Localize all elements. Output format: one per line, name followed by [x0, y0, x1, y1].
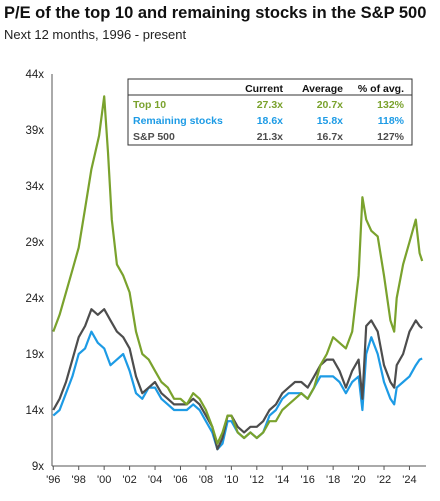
y-tick-label: 34x	[25, 181, 44, 193]
x-tick-label: '00	[97, 474, 111, 486]
x-tick-label: '16	[301, 474, 315, 486]
axes	[51, 74, 426, 467]
row-remaining-average: 15.8x	[317, 115, 343, 127]
x-tick-label: '08	[199, 474, 213, 486]
row-remaining-current: 18.6x	[257, 115, 283, 127]
x-tick-label: '04	[148, 474, 162, 486]
y-tick-label: 14x	[25, 405, 44, 417]
x-tick-label: '20	[351, 474, 365, 486]
x-axis-ticks: '96 '98 '00 '02 '04 '06 '08 '10 '12 '14 '16 '18 '20 '…	[46, 466, 417, 486]
legend-table: Current Average % of avg. Top 10 27.3x 2…	[127, 78, 413, 146]
y-tick-label: 29x	[25, 237, 44, 249]
col-current-header: Current	[245, 83, 283, 95]
col-pct-header: % of avg.	[358, 83, 404, 95]
chart-title: P/E of the top 10 and remaining stocks i…	[4, 4, 427, 22]
x-tick-label: '06	[173, 474, 187, 486]
x-tick-label: '96	[46, 474, 60, 486]
row-sp500-label: S&P 500	[133, 131, 175, 143]
x-tick-label: '98	[72, 474, 86, 486]
y-tick-label: 24x	[25, 293, 44, 305]
row-top10-average: 20.7x	[317, 99, 343, 111]
series-line-top10	[52, 95, 424, 445]
row-top10-current: 27.3x	[257, 99, 283, 111]
row-sp500-current: 21.3x	[257, 131, 283, 143]
x-tick-label: '14	[275, 474, 289, 486]
row-top10-pct: 132%	[377, 99, 405, 111]
x-tick-label: '18	[326, 474, 340, 486]
row-sp500-pct: 127%	[377, 131, 405, 143]
chart-subtitle: Next 12 months, 1996 - present	[4, 27, 187, 42]
series-line-sp500	[52, 308, 423, 451]
y-tick-label: 9x	[32, 461, 44, 473]
legend-table-frame	[127, 78, 413, 146]
y-tick-label: 44x	[25, 69, 44, 81]
series-lines	[52, 95, 424, 451]
row-remaining-label: Remaining stocks	[133, 115, 223, 127]
row-top10-label: Top 10	[133, 99, 166, 111]
y-tick-label: 39x	[25, 125, 44, 137]
x-tick-label: '12	[250, 474, 264, 486]
x-tick-label: '02	[122, 474, 136, 486]
x-tick-label: '10	[224, 474, 238, 486]
y-tick-label: 19x	[25, 349, 44, 361]
row-remaining-pct: 118%	[378, 115, 405, 127]
x-tick-label: '24	[402, 474, 416, 486]
col-average-header: Average	[302, 83, 343, 95]
x-tick-label: '22	[377, 474, 391, 486]
row-sp500-average: 16.7x	[317, 131, 343, 143]
y-axis-ticks: 9x 14x 19x 24x 29x 34x 39x 44x	[25, 69, 44, 473]
